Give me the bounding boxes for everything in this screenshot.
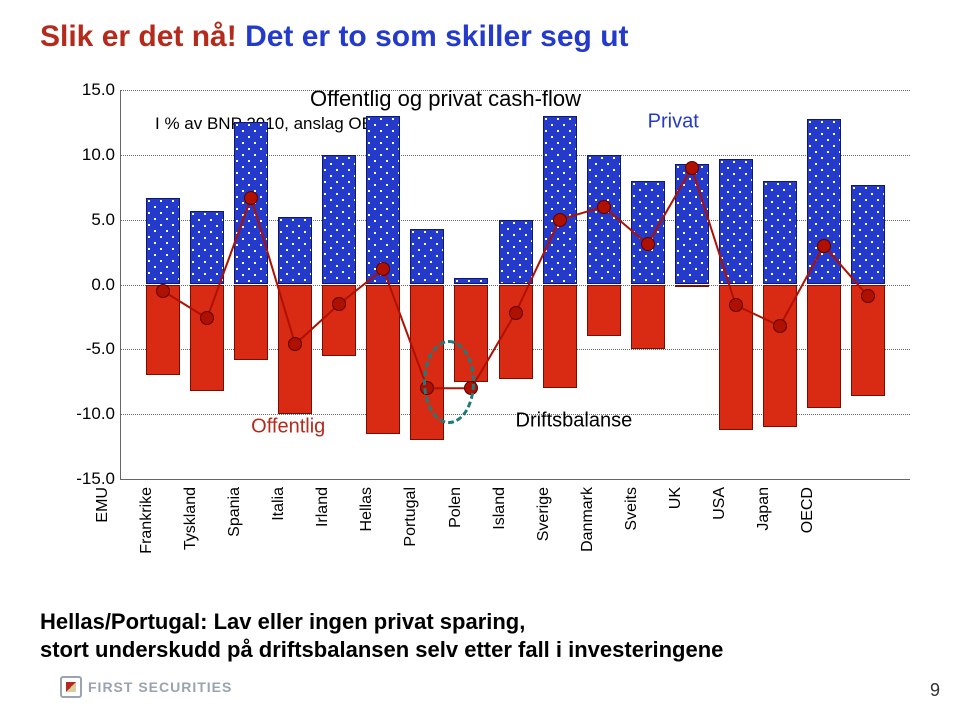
xtick-label: Italia xyxy=(270,487,309,521)
highlight-ring xyxy=(423,340,475,424)
xtick-label: Sveits xyxy=(623,487,662,531)
driftsbalanse-marker xyxy=(245,192,257,204)
annotation-driftsbalanse: Driftsbalanse xyxy=(516,409,633,432)
title-seg-1: Slik er det nå! xyxy=(40,20,237,53)
page-title: Slik er det nå! Det er to som skiller se… xyxy=(40,20,629,54)
xtick-label: OECD xyxy=(799,487,838,533)
xtick-label: Hellas xyxy=(358,487,397,531)
xtick-label: Tyskland xyxy=(182,487,221,550)
xtick-label: Island xyxy=(491,487,530,530)
xtick-label: UK xyxy=(667,487,706,509)
driftsbalanse-marker xyxy=(510,307,522,319)
ytick-label: -5.0 xyxy=(86,339,121,359)
xtick-label: Japan xyxy=(755,487,794,531)
footnote: Hellas/Portugal: Lav eller ingen privat … xyxy=(40,608,723,663)
xtick-label: Frankrike xyxy=(138,487,177,554)
xtick-label: Spania xyxy=(226,487,265,537)
ytick-label: -10.0 xyxy=(76,404,121,424)
logo-badge-icon xyxy=(60,676,82,698)
footnote-line-1: Hellas/Portugal: Lav eller ingen privat … xyxy=(40,608,723,636)
ytick-label: 10.0 xyxy=(82,145,121,165)
driftsbalanse-marker xyxy=(774,320,786,332)
gridline xyxy=(121,479,910,480)
plot-area: -15.0-10.0-5.00.05.010.015.0PrivatOffent… xyxy=(120,90,910,480)
ytick-label: 0.0 xyxy=(91,275,121,295)
cash-flow-chart: Offentlig og privat cash-flow I % av BNP… xyxy=(60,90,910,520)
ytick-label: 15.0 xyxy=(82,80,121,100)
driftsbalanse-marker xyxy=(157,285,169,297)
annotation-offentlig: Offentlig xyxy=(251,416,325,439)
annotation-privat: Privat xyxy=(648,111,699,134)
xtick-label: USA xyxy=(711,487,750,520)
logo: FIRST SECURITIES xyxy=(60,676,232,698)
xtick-label: Danmark xyxy=(579,487,618,552)
xtick-label: Sverige xyxy=(535,487,574,541)
xtick-label: EMU xyxy=(94,487,133,523)
title-seg-2: Det er to som skiller seg ut xyxy=(237,20,629,53)
driftsbalanse-marker xyxy=(818,240,830,252)
driftsbalanse-marker xyxy=(730,299,742,311)
xtick-label: Polen xyxy=(447,487,486,528)
footnote-line-2: stort underskudd på driftsbalansen selv … xyxy=(40,636,723,664)
driftsbalanse-marker xyxy=(598,201,610,213)
driftsbalanse-marker xyxy=(642,238,654,250)
ytick-label: -15.0 xyxy=(76,469,121,489)
driftsbalanse-marker xyxy=(686,162,698,174)
xtick-label: Portugal xyxy=(402,487,441,547)
logo-text: FIRST SECURITIES xyxy=(88,679,232,695)
driftsbalanse-marker xyxy=(554,214,566,226)
page-number: 9 xyxy=(930,680,940,701)
ytick-label: 5.0 xyxy=(91,210,121,230)
xtick-label: Irland xyxy=(314,487,353,527)
